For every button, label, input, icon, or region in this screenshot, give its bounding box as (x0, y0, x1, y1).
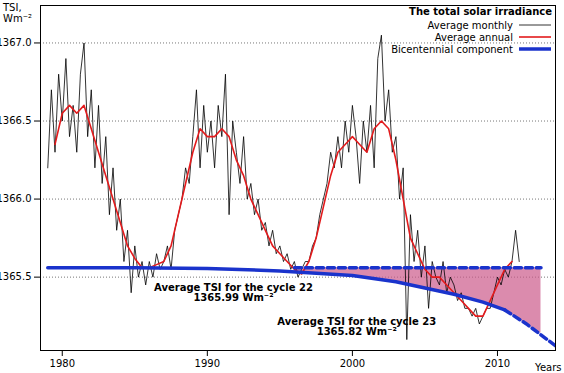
html-text:TSI, Wm⁻²: TSI, Wm⁻² (3, 2, 32, 24)
svg-text:1980: 1980 (50, 358, 75, 369)
svg-text:Years: Years (534, 362, 561, 373)
svg-text:2010: 2010 (485, 358, 510, 369)
svg-text:1365.5: 1365.5 (0, 271, 32, 282)
svg-text:1367.0: 1367.0 (0, 37, 32, 48)
html-text:Average annual: Average annual (434, 31, 513, 43)
html-text:The total solar irradiance: The total solar irradiance (409, 6, 552, 17)
svg-text:1366.5: 1366.5 (0, 115, 32, 126)
svg-text:1366.0: 1366.0 (0, 193, 32, 204)
svg-text:Average TSI for the cycle 2313: Average TSI for the cycle 231365.82 Wm⁻² (277, 316, 436, 337)
svg-text:2000: 2000 (340, 358, 365, 369)
svg-text:Average TSI for the cycle 2213: Average TSI for the cycle 221365.99 Wm⁻² (154, 282, 313, 303)
html-text:Bicentennial component: Bicentennial component (391, 43, 513, 55)
svg-text:1990: 1990 (195, 358, 220, 369)
html-text:Average monthly: Average monthly (427, 19, 513, 31)
